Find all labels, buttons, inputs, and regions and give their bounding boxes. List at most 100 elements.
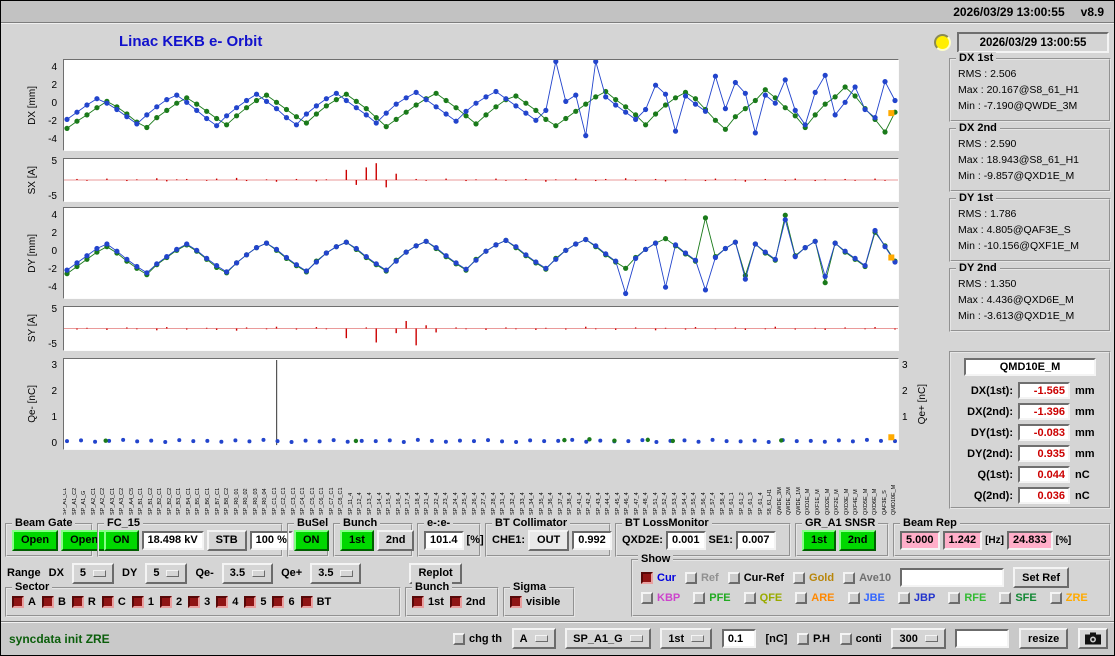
bunch-1st-button[interactable]: 1st bbox=[340, 530, 374, 551]
gr-snsr-2nd-button[interactable]: 2nd bbox=[839, 530, 877, 551]
bunch-2nd-button[interactable]: 2nd bbox=[377, 530, 415, 551]
busel-on-button[interactable]: ON bbox=[294, 530, 329, 551]
checkbox[interactable] bbox=[12, 596, 24, 608]
fc15-on-button[interactable]: ON bbox=[104, 530, 139, 551]
checkbox[interactable] bbox=[412, 596, 424, 608]
checkbox[interactable] bbox=[160, 596, 172, 608]
sector-6-toggle[interactable]: 6 bbox=[272, 596, 294, 608]
set-ref-input[interactable] bbox=[900, 568, 1004, 587]
set-ref-button[interactable]: Set Ref bbox=[1013, 567, 1069, 588]
show-jbe-toggle[interactable]: JBE bbox=[848, 592, 885, 604]
checkbox[interactable] bbox=[72, 596, 84, 608]
sector-c-toggle[interactable]: C bbox=[102, 596, 126, 608]
checkbox[interactable] bbox=[795, 592, 807, 604]
checkbox[interactable] bbox=[244, 596, 256, 608]
range-dy-select[interactable]: 5 bbox=[145, 563, 187, 584]
snapshot-button[interactable] bbox=[1078, 628, 1108, 649]
checkbox[interactable] bbox=[132, 596, 144, 608]
range-dx-select[interactable]: 5 bbox=[72, 563, 114, 584]
che1-value-field[interactable]: 0.992 bbox=[572, 531, 612, 550]
checkbox[interactable] bbox=[685, 572, 697, 584]
show-kbp-toggle[interactable]: KBP bbox=[641, 592, 680, 604]
sector-1-toggle[interactable]: 1 bbox=[132, 596, 154, 608]
threshold-field[interactable]: 0.1 bbox=[722, 629, 756, 648]
show-cur-toggle[interactable]: Cur bbox=[641, 572, 676, 584]
show-qfe-toggle[interactable]: QFE bbox=[744, 592, 783, 604]
monitor-name-label: SP_37_4 bbox=[559, 453, 565, 515]
checkbox[interactable] bbox=[898, 592, 910, 604]
fc15-stb-button[interactable]: STB bbox=[207, 530, 247, 551]
gr-snsr-1st-button[interactable]: 1st bbox=[802, 530, 836, 551]
show-pfe-toggle[interactable]: PFE bbox=[693, 592, 730, 604]
checkbox[interactable] bbox=[641, 592, 653, 604]
show-gold-toggle[interactable]: Gold bbox=[793, 572, 834, 584]
checkbox[interactable] bbox=[948, 592, 960, 604]
beam-gate-open-1-button[interactable]: Open bbox=[12, 530, 58, 551]
beam-rep-field-1[interactable]: 5.000 bbox=[900, 531, 940, 550]
checkbox[interactable] bbox=[999, 592, 1011, 604]
checkbox[interactable] bbox=[272, 596, 284, 608]
show-cur-ref-toggle[interactable]: Cur-Ref bbox=[728, 572, 784, 584]
aux-field[interactable] bbox=[955, 629, 1009, 648]
interval-select[interactable]: 300 bbox=[891, 628, 945, 649]
sigma-visible-toggle[interactable]: visible bbox=[510, 596, 560, 608]
beam-rep-field-2[interactable]: 1.242 bbox=[943, 531, 983, 550]
checkbox[interactable] bbox=[216, 596, 228, 608]
sector-r-toggle[interactable]: R bbox=[72, 596, 96, 608]
bunch-1st-toggle[interactable]: 1st bbox=[412, 596, 444, 608]
monitor-name-label: SP_34_4 bbox=[530, 453, 536, 515]
sector-bt-toggle[interactable]: BT bbox=[301, 596, 332, 608]
monitor-name-label: SP_26_4 bbox=[473, 453, 479, 515]
qxd2e-field[interactable]: 0.001 bbox=[666, 531, 706, 550]
sector-select[interactable]: A bbox=[512, 628, 556, 649]
che1-state-button[interactable]: OUT bbox=[528, 530, 569, 551]
checkbox[interactable] bbox=[450, 596, 462, 608]
checkbox[interactable] bbox=[728, 572, 740, 584]
show-ref-toggle[interactable]: Ref bbox=[685, 572, 719, 584]
se1-field[interactable]: 0.007 bbox=[736, 531, 776, 550]
checkbox[interactable] bbox=[744, 592, 756, 604]
bunch-order-select[interactable]: 1st bbox=[660, 628, 712, 649]
checkbox[interactable] bbox=[843, 572, 855, 584]
beam-rep-field-3[interactable]: 24.833 bbox=[1007, 531, 1053, 550]
sector-2-toggle[interactable]: 2 bbox=[160, 596, 182, 608]
sector-a-toggle[interactable]: A bbox=[12, 596, 36, 608]
toggle-label: Gold bbox=[809, 572, 834, 584]
resize-button[interactable]: resize bbox=[1019, 628, 1068, 649]
checkbox[interactable] bbox=[1050, 592, 1062, 604]
checkbox[interactable] bbox=[510, 596, 522, 608]
ph-toggle[interactable]: P.H bbox=[797, 633, 830, 645]
checkbox[interactable] bbox=[840, 633, 852, 645]
sector-b-toggle[interactable]: B bbox=[42, 596, 66, 608]
range-qep-select[interactable]: 3.5 bbox=[310, 563, 361, 584]
chg-th-toggle[interactable]: chg th bbox=[453, 633, 502, 645]
bunch-2nd-toggle[interactable]: 2nd bbox=[450, 596, 486, 608]
show-sfe-toggle[interactable]: SFE bbox=[999, 592, 1036, 604]
show-jbp-toggle[interactable]: JBP bbox=[898, 592, 935, 604]
show-are-toggle[interactable]: ARE bbox=[795, 592, 834, 604]
show-ave10-toggle[interactable]: Ave10 bbox=[843, 572, 891, 584]
ee-ratio-group: e-:e- 101.4 [%] bbox=[417, 523, 481, 557]
show-zre-toggle[interactable]: ZRE bbox=[1050, 592, 1088, 604]
checkbox[interactable] bbox=[641, 572, 653, 584]
fc15-kv-field[interactable]: 18.498 kV bbox=[142, 531, 204, 550]
checkbox[interactable] bbox=[102, 596, 114, 608]
checkbox[interactable] bbox=[848, 592, 860, 604]
ee-ratio-field[interactable]: 101.4 bbox=[424, 531, 464, 550]
monitor-select[interactable]: SP_A1_G bbox=[565, 628, 651, 649]
checkbox[interactable] bbox=[301, 596, 313, 608]
checkbox[interactable] bbox=[793, 572, 805, 584]
checkbox[interactable] bbox=[693, 592, 705, 604]
checkbox[interactable] bbox=[797, 633, 809, 645]
conti-toggle[interactable]: conti bbox=[840, 633, 882, 645]
selected-monitor-name[interactable]: QMD10E_M bbox=[964, 358, 1096, 376]
checkbox[interactable] bbox=[453, 633, 465, 645]
range-qem-select[interactable]: 3.5 bbox=[222, 563, 273, 584]
checkbox[interactable] bbox=[188, 596, 200, 608]
show-rfe-toggle[interactable]: RFE bbox=[948, 592, 986, 604]
checkbox[interactable] bbox=[42, 596, 54, 608]
sector-4-toggle[interactable]: 4 bbox=[216, 596, 238, 608]
sector-5-toggle[interactable]: 5 bbox=[244, 596, 266, 608]
sector-3-toggle[interactable]: 3 bbox=[188, 596, 210, 608]
monitor-name-label: SP_A3_C1 bbox=[111, 453, 117, 515]
